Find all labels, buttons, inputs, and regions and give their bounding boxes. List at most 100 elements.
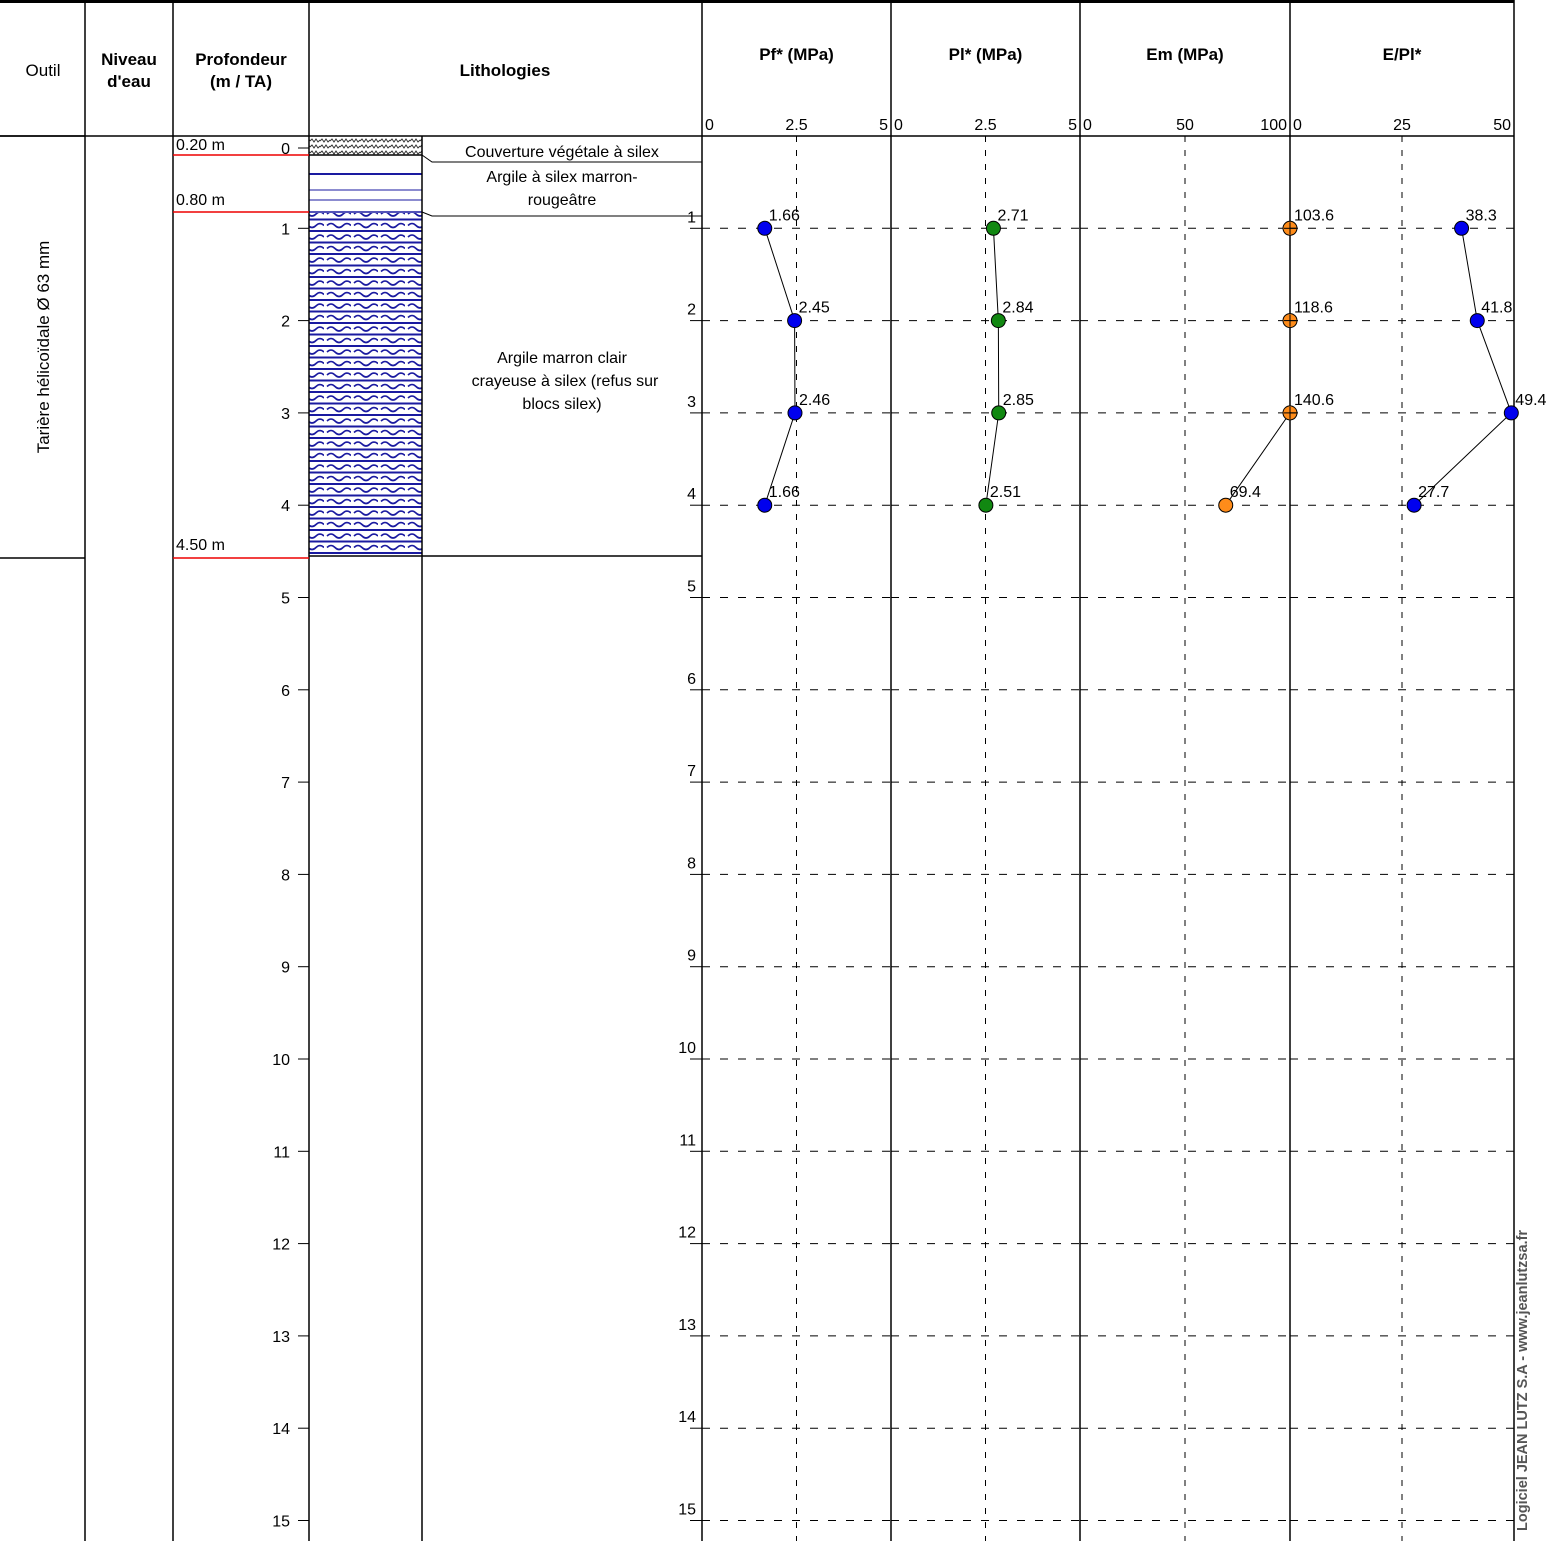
series-line — [1225, 228, 1291, 506]
depth-tick-label: 6 — [281, 683, 290, 700]
x-tick-label: 25 — [1393, 117, 1411, 134]
x-tick-label: 0 — [1083, 117, 1092, 134]
data-point — [757, 497, 773, 513]
depth-label: 4 — [687, 486, 696, 503]
data-label: 49.4 — [1515, 392, 1546, 409]
series-line — [985, 228, 1000, 506]
data-label: 2.45 — [799, 300, 830, 317]
depth-tick-label: 15 — [272, 1514, 290, 1531]
lithology-column: Couverture végétale à silex Argile à sil… — [308, 136, 702, 1541]
data-label: 2.46 — [799, 392, 830, 409]
data-label: 27.7 — [1418, 484, 1449, 501]
x-tick-label: 0 — [1293, 117, 1302, 134]
data-point — [985, 220, 1001, 236]
header-profondeur-1: Profondeur — [195, 50, 287, 69]
depth-label: 8 — [687, 855, 696, 872]
series-line — [764, 228, 796, 506]
chart-panel: Pl* (MPa) 0 2.5 5 2.71 2.84 2.85 2.51 — [891, 45, 1080, 1541]
litho-desc-2-line1: Argile à silex marron- — [486, 169, 637, 186]
depth-tick-label: 8 — [281, 867, 290, 884]
x-tick-label: 5 — [1068, 117, 1077, 134]
depth-label: 1 — [687, 209, 696, 226]
header-outil: Outil — [26, 61, 61, 80]
leader-clay — [421, 211, 702, 217]
x-tick-label: 0 — [894, 117, 903, 134]
depth-tick-label: 13 — [272, 1329, 290, 1346]
x-tick-label: 50 — [1493, 117, 1511, 134]
depth-tick-label: 1 — [281, 221, 290, 238]
chart-title: Em (MPa) — [1146, 45, 1223, 64]
header-profondeur-2: (m / TA) — [210, 72, 272, 91]
data-label: 2.85 — [1003, 392, 1034, 409]
chart-title: Pf* (MPa) — [759, 45, 834, 64]
tool-column: Tarière hélicoïdale Ø 63 mm — [0, 135, 85, 559]
data-point — [991, 405, 1007, 421]
chart-panel: E/Pl* 0 25 50 38.3 41.8 49.4 27.7 — [1290, 45, 1546, 1541]
depth-tick-label: 9 — [281, 960, 290, 977]
depth-label: 10 — [678, 1040, 696, 1057]
chart-panel: Pf* (MPa)0 2.5 51234567891011121314151.662… — [678, 45, 891, 1541]
header-niveau-2: d'eau — [107, 72, 151, 91]
data-label: 118.6 — [1294, 300, 1333, 317]
leader-topsoil — [421, 154, 702, 163]
depth-label: 14 — [678, 1409, 696, 1426]
chart-title: Pl* (MPa) — [949, 45, 1023, 64]
data-point — [1469, 313, 1485, 329]
x-tick-label: 5 — [879, 117, 888, 134]
tool-label: Tarière hélicoïdale Ø 63 mm — [34, 241, 53, 454]
data-label: 1.66 — [769, 484, 800, 501]
layer-depth-label-3: 4.50 m — [176, 537, 225, 554]
litho-desc-2-line2: rougeâtre — [528, 192, 597, 209]
depth-tick-label: 10 — [272, 1052, 290, 1069]
data-label: 140.6 — [1294, 392, 1334, 409]
data-label: 41.8 — [1481, 300, 1512, 317]
depth-label: 2 — [687, 302, 696, 319]
data-point — [978, 497, 994, 513]
depth-column: 0.20 m 0.80 m 4.50 m 0123456789101112131… — [173, 137, 309, 1531]
data-label: 103.6 — [1294, 207, 1334, 224]
x-tick-label: 100 — [1260, 117, 1287, 134]
data-point — [1218, 497, 1234, 513]
litho-desc-3-line3: blocs silex) — [522, 396, 601, 413]
depth-tick-label: 11 — [273, 1144, 290, 1161]
column-separators — [84, 0, 1515, 1541]
data-label: 69.4 — [1230, 484, 1261, 501]
depth-tick-label: 4 — [281, 498, 290, 515]
layer-depth-label-2: 0.80 m — [176, 192, 225, 209]
data-point — [990, 313, 1006, 329]
depth-tick-label: 5 — [281, 591, 290, 608]
chart-title: E/Pl* — [1383, 45, 1422, 64]
litho-desc-3-line2: crayeuse à silex (refus sur — [472, 373, 659, 390]
depth-tick-label: 0 — [281, 141, 290, 158]
depth-label: 11 — [679, 1132, 696, 1149]
depth-label: 13 — [678, 1317, 696, 1334]
depth-tick-label: 12 — [272, 1237, 290, 1254]
header: Outil Niveau d'eau Profondeur (m / TA) L… — [0, 0, 1514, 137]
series-line — [1413, 228, 1512, 506]
data-point — [787, 313, 803, 329]
litho-desc-3-line1: Argile marron clair — [497, 350, 627, 367]
data-label: 2.51 — [990, 484, 1021, 501]
data-point — [787, 405, 803, 421]
layer-depth-label-1: 0.20 m — [176, 137, 225, 154]
litho-topsoil-fill — [309, 137, 422, 155]
x-tick-label: 0 — [705, 117, 714, 134]
data-point — [1454, 220, 1470, 236]
depth-tick-label: 3 — [281, 406, 290, 423]
chart-panel: Em (MPa) 0 50 100 103.6 118.6 140.6 69.4 — [1080, 45, 1334, 1541]
x-tick-label: 2.5 — [974, 117, 996, 134]
x-tick-label: 50 — [1176, 117, 1194, 134]
data-point — [757, 220, 773, 236]
data-point — [1503, 405, 1519, 421]
header-lithologies: Lithologies — [460, 61, 551, 80]
data-label: 38.3 — [1466, 207, 1497, 224]
header-niveau-1: Niveau — [101, 50, 157, 69]
depth-label: 12 — [678, 1225, 696, 1242]
litho-desc-1-line1: Couverture végétale à silex — [465, 144, 659, 161]
litho-clay-fill — [309, 213, 422, 556]
depth-label: 5 — [687, 579, 696, 596]
depth-tick-label: 14 — [272, 1421, 290, 1438]
data-point — [1406, 497, 1422, 513]
